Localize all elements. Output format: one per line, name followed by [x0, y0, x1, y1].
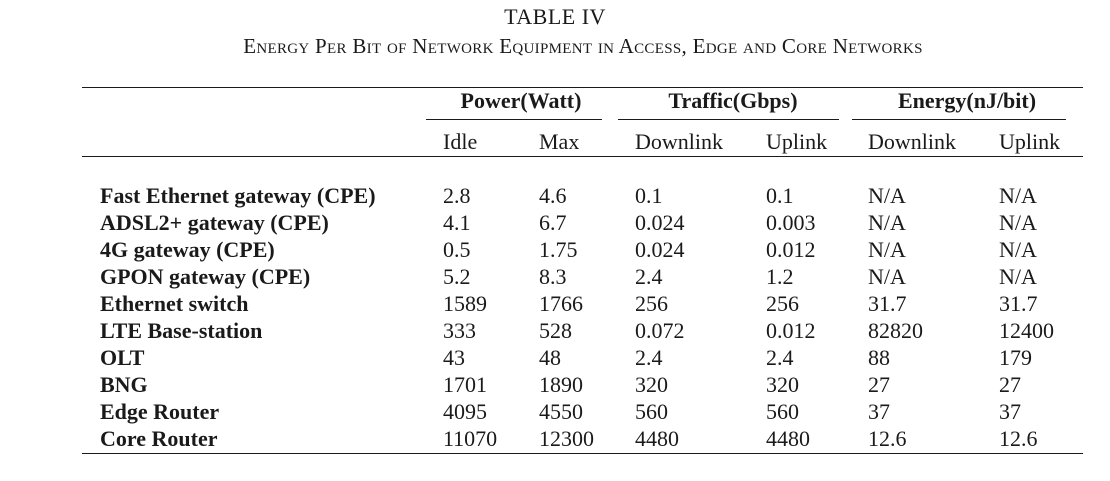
table-label: TABLE IV — [504, 4, 606, 29]
row-energy-downlink: N/A — [868, 210, 906, 235]
row-energy-downlink: 82820 — [868, 318, 923, 343]
row-power-idle: 4095 — [443, 399, 487, 424]
row-traffic-uplink: 320 — [766, 372, 799, 397]
traffic-group-rule — [618, 119, 839, 120]
row-energy-downlink: N/A — [868, 264, 906, 289]
row-power-idle: 1589 — [443, 291, 487, 316]
row-traffic-uplink: 0.1 — [766, 183, 794, 208]
row-power-idle: 1701 — [443, 372, 487, 397]
row-traffic-uplink: 560 — [766, 399, 799, 424]
row-power-idle: 0.5 — [443, 237, 471, 262]
row-power-max: 12300 — [539, 426, 594, 451]
row-traffic-downlink: 0.1 — [635, 183, 663, 208]
row-energy-uplink: 27 — [999, 372, 1021, 397]
row-traffic-uplink: 0.012 — [766, 237, 816, 262]
row-energy-uplink: N/A — [999, 210, 1037, 235]
row-energy-downlink: 88 — [868, 345, 890, 370]
row-traffic-uplink: 2.4 — [766, 345, 794, 370]
row-traffic-downlink: 320 — [635, 372, 668, 397]
row-power-max: 1.75 — [539, 237, 578, 262]
row-energy-downlink: 27 — [868, 372, 890, 397]
row-traffic-downlink: 2.4 — [635, 345, 663, 370]
subheader-idle: Idle — [443, 129, 478, 154]
row-equipment-name: ADSL2+ gateway (CPE) — [100, 210, 329, 235]
row-equipment-name: GPON gateway (CPE) — [100, 264, 311, 289]
row-traffic-uplink: 256 — [766, 291, 799, 316]
row-equipment-name: BNG — [100, 372, 148, 397]
row-power-max: 1890 — [539, 372, 583, 397]
top-rule — [82, 87, 1083, 88]
row-power-max: 8.3 — [539, 264, 567, 289]
row-energy-uplink: N/A — [999, 237, 1037, 262]
row-power-max: 1766 — [539, 291, 583, 316]
row-traffic-downlink: 4480 — [635, 426, 679, 451]
header-traffic: Traffic(Gbps) — [668, 88, 798, 113]
row-traffic-uplink: 0.003 — [766, 210, 816, 235]
row-energy-downlink: 31.7 — [868, 291, 907, 316]
row-power-idle: 43 — [443, 345, 465, 370]
subheader-energy-downlink: Downlink — [868, 129, 956, 154]
row-energy-downlink: 37 — [868, 399, 890, 424]
row-energy-downlink: 12.6 — [868, 426, 907, 451]
row-energy-downlink: N/A — [868, 183, 906, 208]
table-caption: Energy Per Bit of Network Equipment in A… — [243, 34, 923, 58]
subheader-traffic-uplink: Uplink — [766, 129, 828, 154]
row-power-idle: 4.1 — [443, 210, 471, 235]
bottom-rule — [82, 453, 1083, 454]
row-power-max: 4550 — [539, 399, 583, 424]
row-energy-uplink: 31.7 — [999, 291, 1038, 316]
row-power-max: 48 — [539, 345, 561, 370]
row-energy-uplink: 12400 — [999, 318, 1054, 343]
row-traffic-downlink: 0.024 — [635, 237, 685, 262]
subheader-energy-uplink: Uplink — [999, 129, 1061, 154]
row-traffic-uplink: 1.2 — [766, 264, 794, 289]
subheader-traffic-downlink: Downlink — [635, 129, 723, 154]
row-power-idle: 5.2 — [443, 264, 471, 289]
header-energy: Energy(nJ/bit) — [897, 88, 1037, 113]
row-energy-uplink: N/A — [999, 264, 1037, 289]
row-traffic-downlink: 0.024 — [635, 210, 685, 235]
row-traffic-downlink: 560 — [635, 399, 668, 424]
row-traffic-downlink: 0.072 — [635, 318, 685, 343]
row-equipment-name: Ethernet switch — [100, 291, 249, 316]
header-rule — [82, 156, 1083, 157]
row-power-idle: 11070 — [443, 426, 498, 451]
row-equipment-name: 4G gateway (CPE) — [100, 237, 275, 262]
row-equipment-name: Fast Ethernet gateway (CPE) — [100, 183, 376, 208]
row-power-max: 6.7 — [539, 210, 567, 235]
row-equipment-name: LTE Base-station — [100, 318, 263, 343]
power-group-rule — [426, 119, 602, 120]
header-power: Power(Watt) — [460, 88, 582, 113]
subheader-max: Max — [539, 129, 580, 154]
row-energy-uplink: 12.6 — [999, 426, 1038, 451]
row-power-idle: 2.8 — [443, 183, 471, 208]
row-energy-uplink: 179 — [999, 345, 1032, 370]
row-energy-uplink: N/A — [999, 183, 1037, 208]
energy-group-rule — [852, 119, 1066, 120]
row-power-max: 528 — [539, 318, 572, 343]
row-equipment-name: OLT — [100, 345, 145, 370]
row-traffic-uplink: 0.012 — [766, 318, 816, 343]
row-equipment-name: Core Router — [100, 426, 218, 451]
row-energy-uplink: 37 — [999, 399, 1021, 424]
row-traffic-downlink: 256 — [635, 291, 668, 316]
row-power-idle: 333 — [443, 318, 476, 343]
row-traffic-uplink: 4480 — [766, 426, 810, 451]
row-power-max: 4.6 — [539, 183, 567, 208]
row-equipment-name: Edge Router — [100, 399, 220, 424]
row-traffic-downlink: 2.4 — [635, 264, 663, 289]
row-energy-downlink: N/A — [868, 237, 906, 262]
